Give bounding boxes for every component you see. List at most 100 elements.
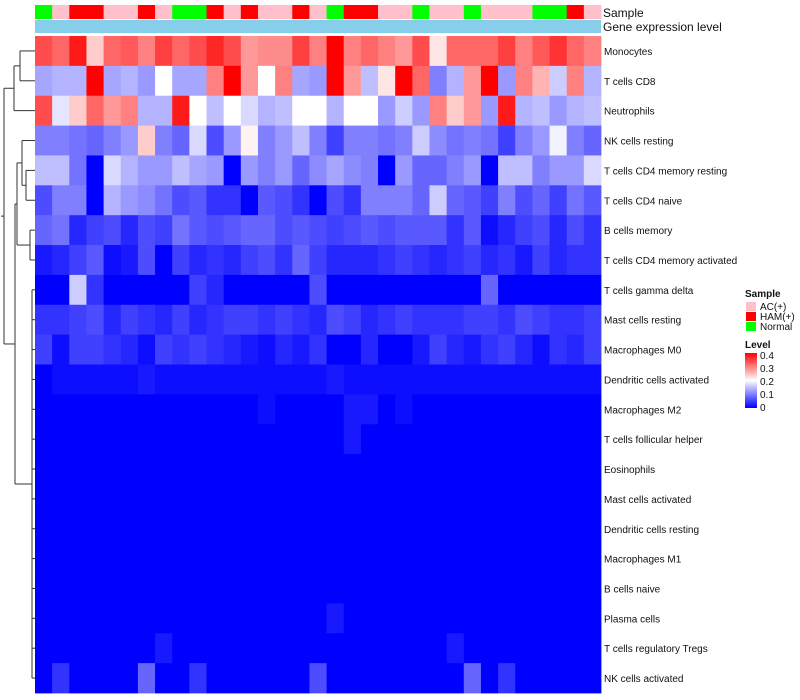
heatmap-cell [275, 364, 293, 395]
heatmap-cell [257, 65, 276, 97]
heatmap-cell [223, 633, 242, 664]
heatmap-cell [412, 454, 430, 485]
heatmap-cell [35, 155, 53, 186]
heatmap-cell [326, 454, 345, 485]
sample-annotation-cell [137, 5, 156, 19]
heatmap-cell [412, 513, 430, 545]
heatmap-cell [515, 543, 533, 574]
heatmap-cell [257, 95, 276, 126]
heatmap-cell [292, 573, 310, 604]
heatmap-cell [583, 483, 602, 515]
heatmap-cell [35, 95, 53, 126]
heatmap-cell [395, 543, 413, 574]
heatmap-cell [120, 274, 139, 306]
heatmap-cell [360, 304, 379, 336]
heatmap-cell [360, 215, 379, 246]
heatmap-cell [480, 454, 499, 485]
heatmap-cell [309, 65, 327, 97]
heatmap-cell [103, 603, 122, 634]
heatmap-cell [292, 603, 310, 634]
heatmap-cell [206, 95, 225, 126]
row-dendrogram [1, 50, 35, 679]
heatmap-cell [292, 364, 310, 395]
heatmap-cell [480, 334, 499, 365]
heatmap-cell [326, 364, 345, 395]
heatmap-cell [549, 304, 568, 336]
heatmap-cell [343, 483, 362, 515]
heatmap-cell [292, 274, 310, 306]
heatmap-cell [583, 95, 602, 126]
heatmap-cell [463, 125, 482, 156]
heatmap-cell [343, 125, 362, 156]
heatmap-cell [378, 483, 396, 515]
heatmap-cell [206, 36, 225, 67]
heatmap-cell [206, 364, 225, 395]
heatmap-cell [480, 603, 499, 634]
heatmap-cell [532, 633, 550, 664]
heatmap-cell [583, 155, 602, 186]
heatmap-cell [52, 245, 70, 276]
heatmap-cell [412, 364, 430, 395]
row-label: B cells naive [604, 584, 661, 595]
heatmap-cell [429, 65, 448, 97]
heatmap-cell [326, 513, 345, 545]
heatmap-cell [515, 334, 533, 365]
heatmap-cell [463, 424, 482, 455]
heatmap-cell [257, 424, 276, 455]
heatmap-cell [480, 274, 499, 306]
heatmap-cell [155, 573, 173, 604]
heatmap-cell [275, 95, 293, 126]
heatmap-cell [275, 125, 293, 156]
heatmap-cell [463, 633, 482, 664]
heatmap-cell [155, 633, 173, 664]
heatmap-cell [137, 424, 156, 455]
heatmap-cell [223, 364, 242, 395]
heatmap-cell [69, 364, 87, 395]
heatmap-cell [103, 125, 122, 156]
heatmap-cell [429, 334, 448, 365]
heatmap-cell [360, 603, 379, 634]
heatmap-cell [292, 334, 310, 365]
heatmap-cell [137, 543, 156, 574]
heatmap-cell [378, 424, 396, 455]
heatmap-cell [309, 663, 327, 694]
heatmap-cell [155, 394, 173, 425]
heatmap-cell [515, 394, 533, 425]
heatmap-cell [549, 573, 568, 604]
heatmap-cell [360, 633, 379, 664]
heatmap-cell [326, 394, 345, 425]
heatmap-cell [463, 95, 482, 126]
heatmap-cell [189, 36, 207, 67]
heatmap-cell [326, 633, 345, 664]
heatmap-cell [498, 304, 516, 336]
row-label: Macrophages M2 [604, 405, 682, 416]
heatmap-cell [566, 424, 585, 455]
heatmap-cell [566, 334, 585, 365]
heatmap-cell [566, 125, 585, 156]
heatmap-cell [206, 603, 225, 634]
heatmap-cell [583, 125, 602, 156]
heatmap-cell [566, 36, 585, 67]
row-label: NK cells resting [604, 137, 673, 148]
heatmap-cell [52, 125, 70, 156]
heatmap-cell [206, 334, 225, 365]
heatmap-cell [86, 513, 105, 545]
heatmap-cell [120, 185, 139, 216]
annotation-label-gene-expression: Gene expression level [603, 20, 722, 34]
heatmap-cell [206, 573, 225, 604]
heatmap-cell [583, 454, 602, 485]
heatmap-cell [257, 483, 276, 515]
heatmap-cell [86, 334, 105, 365]
sample-annotation-cell [309, 5, 327, 19]
row-label: T cells CD8 [604, 77, 656, 88]
sample-annotation-cell [189, 5, 207, 19]
heatmap-cell [137, 185, 156, 216]
heatmap-cell [35, 65, 53, 97]
heatmap-cell [223, 245, 242, 276]
heatmap-cell [189, 215, 207, 246]
heatmap-cell [378, 513, 396, 545]
heatmap-cell [257, 36, 276, 67]
heatmap-cell [206, 185, 225, 216]
sample-annotation-cell [480, 5, 499, 19]
heatmap-cell [52, 215, 70, 246]
